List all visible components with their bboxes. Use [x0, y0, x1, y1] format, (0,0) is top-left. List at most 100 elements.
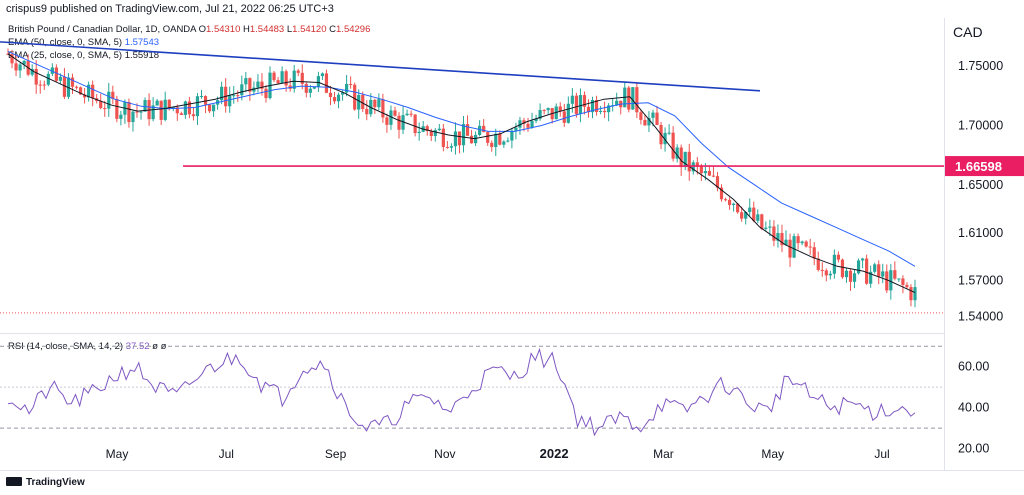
candle-body — [54, 67, 58, 81]
candle-body — [530, 121, 534, 128]
candle-body — [465, 124, 470, 136]
x-tick-label: 2022 — [540, 446, 569, 461]
candle-body — [582, 95, 587, 107]
indicator-lines: 1.66598 — [0, 41, 1024, 314]
candle-body — [848, 270, 853, 282]
tradingview-logo[interactable]: TradingView — [6, 477, 85, 488]
candle-body — [635, 87, 639, 113]
candle-body — [143, 100, 147, 112]
rsi-suffix: ø ø — [152, 341, 167, 352]
close-label: C — [329, 24, 337, 35]
legend-title-row: British Pound / Canadian Dollar, 1D, OAN… — [8, 24, 370, 36]
candle-body — [38, 84, 42, 86]
candle-body — [832, 254, 836, 274]
candle-body — [502, 141, 506, 145]
candle-body — [816, 258, 820, 270]
candle-body — [474, 134, 478, 144]
candle-body — [542, 110, 546, 112]
high-label: H — [243, 24, 250, 35]
candle-body — [707, 171, 712, 176]
rsi-bands — [0, 345, 944, 429]
candle-body — [280, 71, 284, 84]
candle-body — [860, 258, 865, 261]
candle-body — [248, 78, 252, 92]
candle-body — [203, 96, 208, 105]
candle-body — [103, 108, 107, 110]
candle-body — [800, 241, 804, 244]
candle-body — [788, 239, 792, 258]
support-price-label: 1.66598 — [955, 159, 1002, 174]
candle-body — [764, 227, 768, 229]
x-tick-label: Mar — [653, 447, 674, 461]
candle-body — [615, 100, 619, 106]
candle-body — [498, 133, 502, 145]
candle-body — [732, 203, 736, 206]
candle-body — [804, 241, 808, 247]
currency-label: CAD — [953, 24, 983, 40]
candle-body — [292, 70, 296, 89]
candle-body — [328, 92, 333, 98]
candle-body — [159, 100, 163, 120]
candle-body — [852, 273, 857, 282]
candle-body — [264, 88, 268, 99]
candle-body — [308, 88, 312, 93]
candle-body — [695, 162, 699, 167]
candle-body — [256, 81, 260, 88]
ema25-line — [7, 53, 916, 294]
candle-body — [740, 212, 744, 219]
candle-body — [590, 99, 595, 113]
candle-body — [42, 84, 46, 86]
candle-body — [522, 120, 526, 124]
candle-body — [574, 95, 578, 114]
candle-body — [453, 131, 458, 147]
candle-body — [191, 114, 196, 117]
ema25-label: EMA (25, close, 0, SMA, 5) — [8, 50, 123, 61]
ema50-line — [7, 50, 916, 267]
candle-body — [62, 76, 67, 97]
candle-body — [115, 98, 119, 119]
candle-body — [566, 103, 570, 123]
candle-body — [478, 125, 482, 135]
candle-body — [78, 87, 83, 95]
attribution: crispus9 published on TradingView.com, J… — [6, 3, 334, 15]
candle-body — [151, 105, 155, 120]
candle-body — [82, 94, 87, 98]
candle-body — [260, 81, 264, 89]
candle-body — [349, 84, 353, 86]
candle-body — [87, 84, 91, 98]
candle-body — [449, 146, 454, 148]
low-value: 1.54120 — [292, 24, 327, 35]
candle-body — [631, 87, 635, 110]
candle-body — [639, 112, 643, 120]
candle-body — [30, 68, 34, 75]
candle-body — [207, 104, 212, 112]
candle-body — [893, 270, 897, 279]
candle-body — [10, 54, 14, 64]
candle-body — [518, 120, 522, 128]
candle-body — [345, 84, 349, 93]
candle-body — [389, 110, 393, 125]
candle-body — [336, 94, 341, 102]
rsi-line — [7, 347, 916, 437]
y-tick-label: 1.57000 — [958, 274, 1003, 288]
candle-body — [272, 72, 276, 81]
candle-body — [526, 123, 530, 128]
candle-body — [744, 212, 748, 219]
candle-body — [373, 99, 377, 108]
candle-body — [99, 100, 103, 109]
candle-body — [647, 117, 651, 126]
candle-body — [598, 110, 603, 112]
candle-body — [91, 84, 95, 99]
ema50-value: 1.57543 — [124, 37, 160, 48]
candle-body — [393, 110, 397, 116]
x-tick-label: May — [761, 447, 784, 461]
ema25-value: 1.55918 — [124, 50, 160, 61]
candle-body — [381, 99, 385, 118]
candle-body — [437, 128, 441, 131]
candle-body — [228, 95, 232, 107]
candle-body — [46, 73, 50, 85]
candle-body — [562, 111, 566, 123]
candle-body — [22, 60, 26, 65]
candle-body — [445, 146, 449, 148]
